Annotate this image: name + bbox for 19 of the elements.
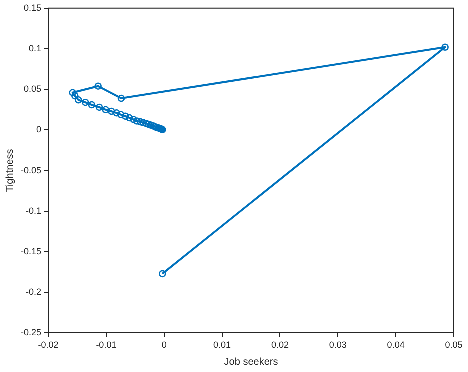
- x-tick-label: 0.05: [445, 340, 463, 350]
- y-tick-label: -0.1: [26, 206, 42, 216]
- y-tick-label: 0.05: [24, 84, 42, 94]
- x-axis-title: Job seekers: [224, 356, 278, 368]
- y-axis-title: Tightness: [4, 149, 16, 192]
- x-tick-label: 0.01: [214, 340, 232, 350]
- y-tick-label: -0.25: [21, 328, 42, 338]
- x-tick-label: 0: [162, 340, 167, 350]
- y-tick-label: 0: [36, 124, 42, 135]
- y-tick-label: -0.05: [21, 165, 42, 176]
- y-tick-label: 0.15: [24, 2, 42, 13]
- x-tick-label: -0.01: [96, 340, 117, 350]
- y-tick-label: -0.2: [26, 287, 42, 298]
- x-tick-label: 0.04: [387, 340, 405, 350]
- x-tick-label: 0.03: [329, 340, 347, 350]
- x-tick-label: 0.02: [271, 340, 289, 350]
- x-tick-label: -0.02: [38, 340, 59, 350]
- y-tick-label: -0.15: [21, 246, 42, 256]
- y-tick-label: 0.1: [29, 43, 42, 54]
